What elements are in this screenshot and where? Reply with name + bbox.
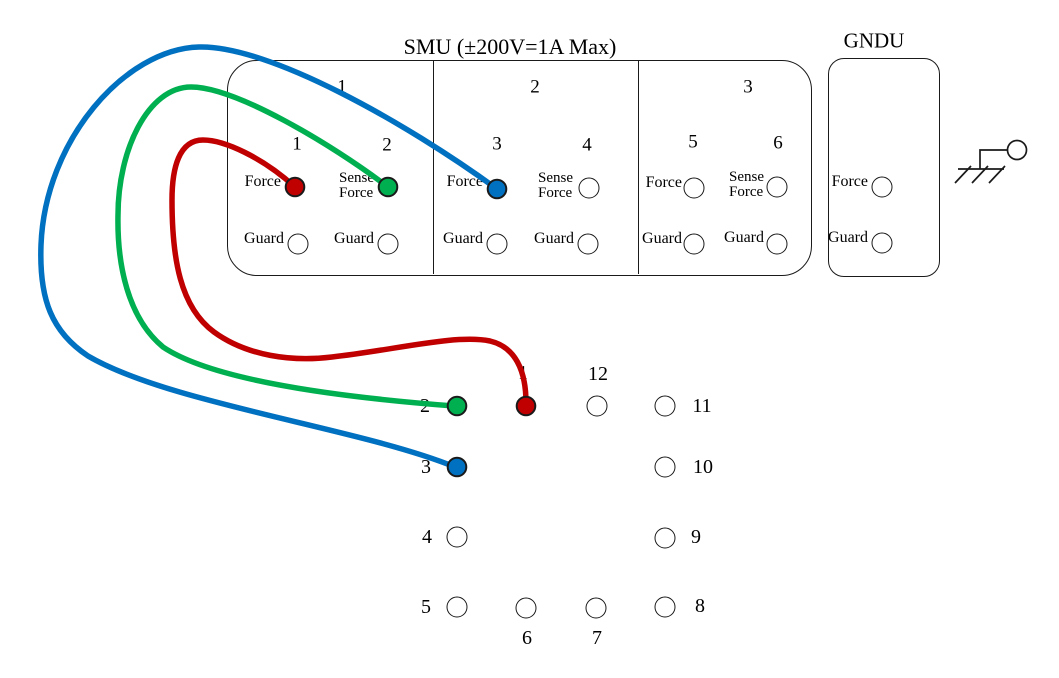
socket-pin-5 xyxy=(446,596,468,618)
socket-pin-6-label: 6 xyxy=(522,627,532,649)
smu-channel-2-label: 2 xyxy=(530,76,540,98)
sense-line1: Sense xyxy=(339,170,374,186)
smu-force-label-3: Force xyxy=(446,173,483,190)
smu-guard-label-3: Guard xyxy=(443,230,483,247)
gndu-title: GNDU xyxy=(843,28,905,53)
socket-pin-11 xyxy=(654,395,676,417)
ground-hatch-ticks xyxy=(954,165,1006,184)
gndu-force-label: Force xyxy=(831,173,868,190)
smu-terminal-2-number: 2 xyxy=(382,134,392,156)
socket-pin-1-dot xyxy=(515,395,537,417)
smu-guard-label-1: Guard xyxy=(244,230,284,247)
smu-sense-force-label-2: Sense Force xyxy=(339,171,374,201)
sense-line2: Force xyxy=(538,185,573,201)
socket-pin-12 xyxy=(586,395,608,417)
smu-terminal-guard-1 xyxy=(287,233,309,255)
smu-guard-label-6: Guard xyxy=(724,229,764,246)
socket-pin-4-label: 4 xyxy=(422,526,432,548)
smu-terminal-4-number: 4 xyxy=(582,134,592,156)
socket-pin-10 xyxy=(654,456,676,478)
smu-channel-divider-2 xyxy=(638,60,639,274)
smu-terminal-1-number: 1 xyxy=(292,133,302,155)
smu-terminal-guard-3 xyxy=(486,233,508,255)
socket-pin-11-label: 11 xyxy=(692,395,712,417)
socket-pin-9 xyxy=(654,527,676,549)
smu-force-label-5: Force xyxy=(645,174,682,191)
smu-terminal-force-5 xyxy=(683,177,705,199)
ground-terminal-circle xyxy=(1006,139,1028,161)
smu-terminal-guard-4 xyxy=(577,233,599,255)
gndu-box xyxy=(828,58,940,277)
smu-terminal-guard-6 xyxy=(766,233,788,255)
smu-force-label-1: Force xyxy=(244,173,281,190)
gndu-guard-terminal xyxy=(871,232,893,254)
smu-terminal-6-number: 6 xyxy=(773,132,783,154)
smu-channel-divider-1 xyxy=(433,60,434,274)
gndu-guard-label: Guard xyxy=(828,229,868,246)
smu-sense-force-label-4: Sense Force xyxy=(538,171,573,201)
smu-terminal-guard-2 xyxy=(377,233,399,255)
socket-pin-5-label: 5 xyxy=(421,596,431,618)
socket-pin-1-label: 1 xyxy=(518,362,528,384)
gndu-force-terminal xyxy=(871,176,893,198)
socket-pin-8-label: 8 xyxy=(695,595,705,617)
socket-pin-7 xyxy=(585,597,607,619)
smu-terminal-sense-4 xyxy=(578,177,600,199)
smu-guard-label-2: Guard xyxy=(334,230,374,247)
smu-guard-label-4: Guard xyxy=(534,230,574,247)
socket-pin-10-label: 10 xyxy=(693,456,713,478)
smu-channel-1-label: 1 xyxy=(337,76,347,98)
smu-sense-force-label-6: Sense Force xyxy=(729,170,764,200)
ground-symbol xyxy=(954,139,1028,184)
sense-line2: Force xyxy=(729,184,764,200)
socket-pin-12-label: 12 xyxy=(588,363,608,385)
socket-pin-8 xyxy=(654,596,676,618)
socket-pin-9-label: 9 xyxy=(691,526,701,548)
socket-pin-4 xyxy=(446,526,468,548)
socket-pin-3-label: 3 xyxy=(421,456,431,478)
smu-guard-label-5: Guard xyxy=(642,230,682,247)
socket-pin-3-dot xyxy=(446,456,468,478)
smu-terminal-3-number: 3 xyxy=(492,133,502,155)
smu-channel-3-label: 3 xyxy=(743,76,753,98)
sense-line2: Force xyxy=(339,185,374,201)
smu-title: SMU (±200V=1A Max) xyxy=(403,34,617,59)
sense-line1: Sense xyxy=(729,169,764,185)
ground-wire xyxy=(979,149,1007,169)
smu-terminal-5-number: 5 xyxy=(688,131,698,153)
sense-line1: Sense xyxy=(538,170,573,186)
smu-terminal-sense-6 xyxy=(766,176,788,198)
socket-pin-2-dot xyxy=(446,395,468,417)
smu-terminal-guard-5 xyxy=(683,233,705,255)
socket-pin-2-label: 2 xyxy=(420,395,430,417)
socket-pin-7-label: 7 xyxy=(592,627,602,649)
socket-pin-6 xyxy=(515,597,537,619)
